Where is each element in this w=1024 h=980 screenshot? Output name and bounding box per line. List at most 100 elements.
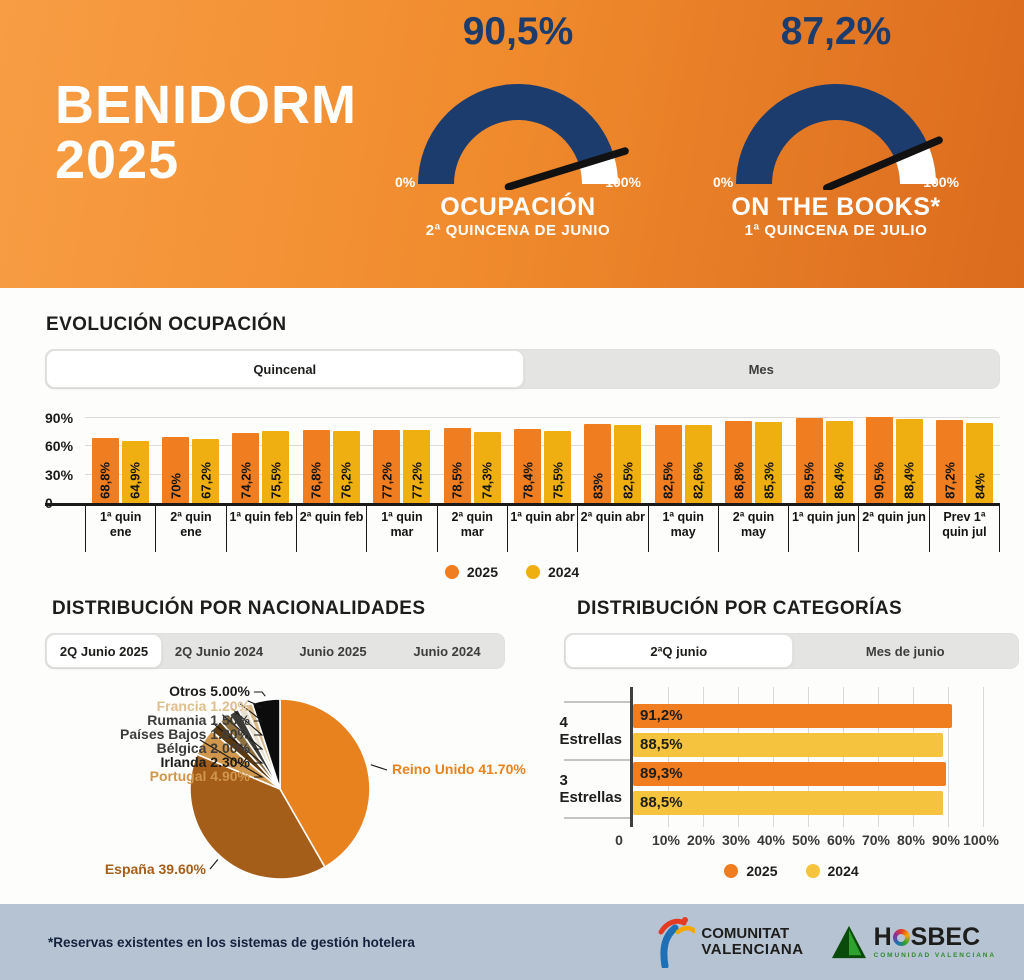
cat-labels-top-pad <box>564 687 630 701</box>
footer: *Reservas existentes en los sistemas de … <box>0 904 1024 980</box>
gauge-ocupacion-value: 90,5% <box>462 10 574 53</box>
pie-leader-line-francia <box>247 700 263 708</box>
bar-2025-1-quin-ene: 68,8% <box>91 437 119 503</box>
bottom-section: DISTRIBUCIÓN POR NACIONALIDADES 2Q Junio… <box>0 598 1024 898</box>
bar-2024-2-quin-mar: 74,3% <box>473 432 501 503</box>
bar-2024-2-quin-ene: 67,2% <box>192 439 220 503</box>
bar-group-1-quin-abr: 78,4% 75,5% <box>507 428 577 503</box>
x-tick-0: 0 <box>615 832 623 848</box>
evolution-legend: 2025 2024 <box>0 564 1024 580</box>
cv-line1: COMUNITAT <box>701 925 790 943</box>
pie-leader-line-rumania <box>239 703 264 722</box>
pie-label-francia: Francia 1.20% <box>157 698 251 714</box>
bar-value-label: 77,2% <box>409 462 425 499</box>
x-axis-label-2-quin-abr: 2ª quin abr <box>577 506 647 552</box>
tab-evolution-mes[interactable]: Mes <box>748 361 774 377</box>
tab-categories-mes-de-junio[interactable]: Mes de junio <box>865 643 945 659</box>
page-title: BENIDORM 2025 <box>55 77 357 188</box>
gauge-max-label: 100% <box>605 174 641 190</box>
bar-value-label: 64,9% <box>127 462 143 499</box>
bar-value-label: 77,2% <box>379 462 395 499</box>
bar-value-label: 76,8% <box>308 462 324 499</box>
evolution-legend-label: 2025 <box>466 564 498 580</box>
gauge-arc-remainder <box>579 154 618 184</box>
nationalities-tabs: 2Q Junio 2025 2Q Junio 2024 Junio 2025 Juni… <box>45 633 505 669</box>
pie-leader-line-portugal <box>199 739 264 778</box>
bar-2025-3-estrellas: 89,3% <box>633 761 946 786</box>
nationalities-pie-chart: Reino Unido 41.70% España 39.60% Portugal … <box>40 677 545 898</box>
v-gridline-10 <box>668 687 669 827</box>
gauge-ocupacion: 90,5% 0% 100% OCUPACIÓN 2ª QUINCENA DE J… <box>372 10 664 239</box>
x-tick-10: 10% <box>651 832 681 848</box>
evolution-legend-label: 2024 <box>548 564 580 580</box>
bar-value-label: 84% <box>972 472 988 499</box>
x-axis-label-1-quin-may: 1ª quin may <box>647 506 718 552</box>
bar-value-label: 75,5% <box>268 462 284 499</box>
tab-nationalities-junio-2024[interactable]: Junio 2024 <box>413 643 481 659</box>
tab-evolution-quincenal[interactable]: Quincenal <box>46 350 524 388</box>
evolution-title: EVOLUCIÓN OCUPACIÓN <box>46 314 287 335</box>
x-axis-label-1-quin-ene: 1ª quin ene <box>85 506 155 552</box>
gauge-arc-filled <box>418 84 614 184</box>
categories-chart: 4 Estrellas 3 Estrellas 91,2% 88,5% 89,3% 88… <box>559 687 1019 879</box>
bar-value-label: 87,2% <box>942 462 958 499</box>
gauge-needle <box>823 136 943 190</box>
v-gridline-100 <box>983 687 984 827</box>
tab-nationalities-2q-junio-2025[interactable]: 2Q Junio 2025 <box>46 634 162 668</box>
hosbec-wordmark: H SBEC COMUNIDAD VALENCIANA <box>874 923 996 960</box>
bar-2025-1-quin-abr: 78,4% <box>514 428 542 503</box>
x-axis-label-1-quin-feb: 1ª quin feb <box>225 506 296 552</box>
gauge-max-label: 100% <box>923 174 959 190</box>
evolution-tabs: Quincenal Mes <box>45 349 1000 389</box>
x-axis-label-2-quin-mar: 2ª quin mar <box>436 506 507 552</box>
y-axis-label-30: 30% <box>45 466 74 483</box>
hosbec-logo: H SBEC COMUNIDAD VALENCIANA <box>830 924 996 960</box>
bar-group-1-quin-may: 82,5% 82,6% <box>648 424 718 503</box>
nationalities-pie-svg: Reino Unido 41.70% España 39.60% Portugal … <box>105 683 526 880</box>
hosbec-triangle-icon <box>831 925 866 959</box>
pie-label-pa-ses-bajos: Países Bajos 1.80% <box>120 726 251 742</box>
bar-value-label: 75,5% <box>550 462 566 499</box>
bar-value-label: 74,2% <box>238 462 254 499</box>
bar-group-2-quin-feb: 76,8% 76,2% <box>296 430 366 503</box>
x-axis-label-1-quin-mar: 1ª quin mar <box>366 506 436 552</box>
bar-value-label: 74,3% <box>479 462 495 499</box>
x-tick-80: 80% <box>896 832 926 848</box>
bar-value-label: 90,5% <box>871 462 887 499</box>
nationalities-section: DISTRIBUCIÓN POR NACIONALIDADES 2Q Junio… <box>40 598 545 898</box>
gauge-min-label: 0% <box>395 174 416 190</box>
tab-nationalities-junio-2025[interactable]: Junio 2025 <box>299 643 367 659</box>
bar-2025-1-quin-mar: 77,2% <box>373 429 401 503</box>
pie-leader-line-espa-a <box>209 859 219 870</box>
categories-tabs: 2ªQ junio Mes de junio <box>564 633 1019 669</box>
tab-categories-2-q-junio[interactable]: 2ªQ junio <box>565 634 793 668</box>
gridline-60 <box>85 445 1000 446</box>
cv-line2: VALENCIANA <box>701 941 804 958</box>
bar-value-label: 68,8% <box>97 462 113 499</box>
x-tick-50: 50% <box>791 832 821 848</box>
x-axis-label-prev-1-quin-jul: Prev 1ª quin jul <box>928 506 1001 552</box>
categories-legend-dot-2025 <box>724 864 739 878</box>
gauge-ocupacion-subtitle: 2ª QUINCENA DE JUNIO <box>425 222 611 239</box>
categories-legend-label: 2024 <box>827 863 859 879</box>
bar-2024-1-quin-abr: 75,5% <box>544 431 572 503</box>
x-tick-30: 30% <box>721 832 751 848</box>
bar-2024-1-quin-feb: 75,5% <box>262 431 290 503</box>
tab-nationalities-2q-junio-2024[interactable]: 2Q Junio 2024 <box>174 643 264 659</box>
gauge-on-the-books: 87,2% 0% 100% ON THE BOOKS* 1ª QUINCENA … <box>690 10 982 239</box>
gauge-ocupacion-scale: 0% 100% <box>383 174 653 190</box>
v-gridline-50 <box>808 687 809 827</box>
bar-value-label: 82,5% <box>660 462 676 499</box>
gauge-otb-value: 87,2% <box>780 10 892 53</box>
x-tick-40: 40% <box>756 832 786 848</box>
bar-value-label: 86,8% <box>731 462 747 499</box>
pie-label-irlanda: Irlanda 2.30% <box>161 754 251 770</box>
evolution-x-axis: 1ª quin ene 2ª quin ene 1ª quin feb 2ª quin… <box>45 503 1001 552</box>
bar-2024-1-quin-ene: 64,9% <box>121 441 149 503</box>
hosbec-sbec: SBEC <box>910 923 981 951</box>
bar-2024-4-estrellas: 88,5% <box>633 732 943 757</box>
cat-plot-top-pad <box>633 687 1019 701</box>
pie-label-b-lgica: Bélgica 2.00% <box>157 740 251 756</box>
categories-legend-dot-2024 <box>805 864 820 878</box>
